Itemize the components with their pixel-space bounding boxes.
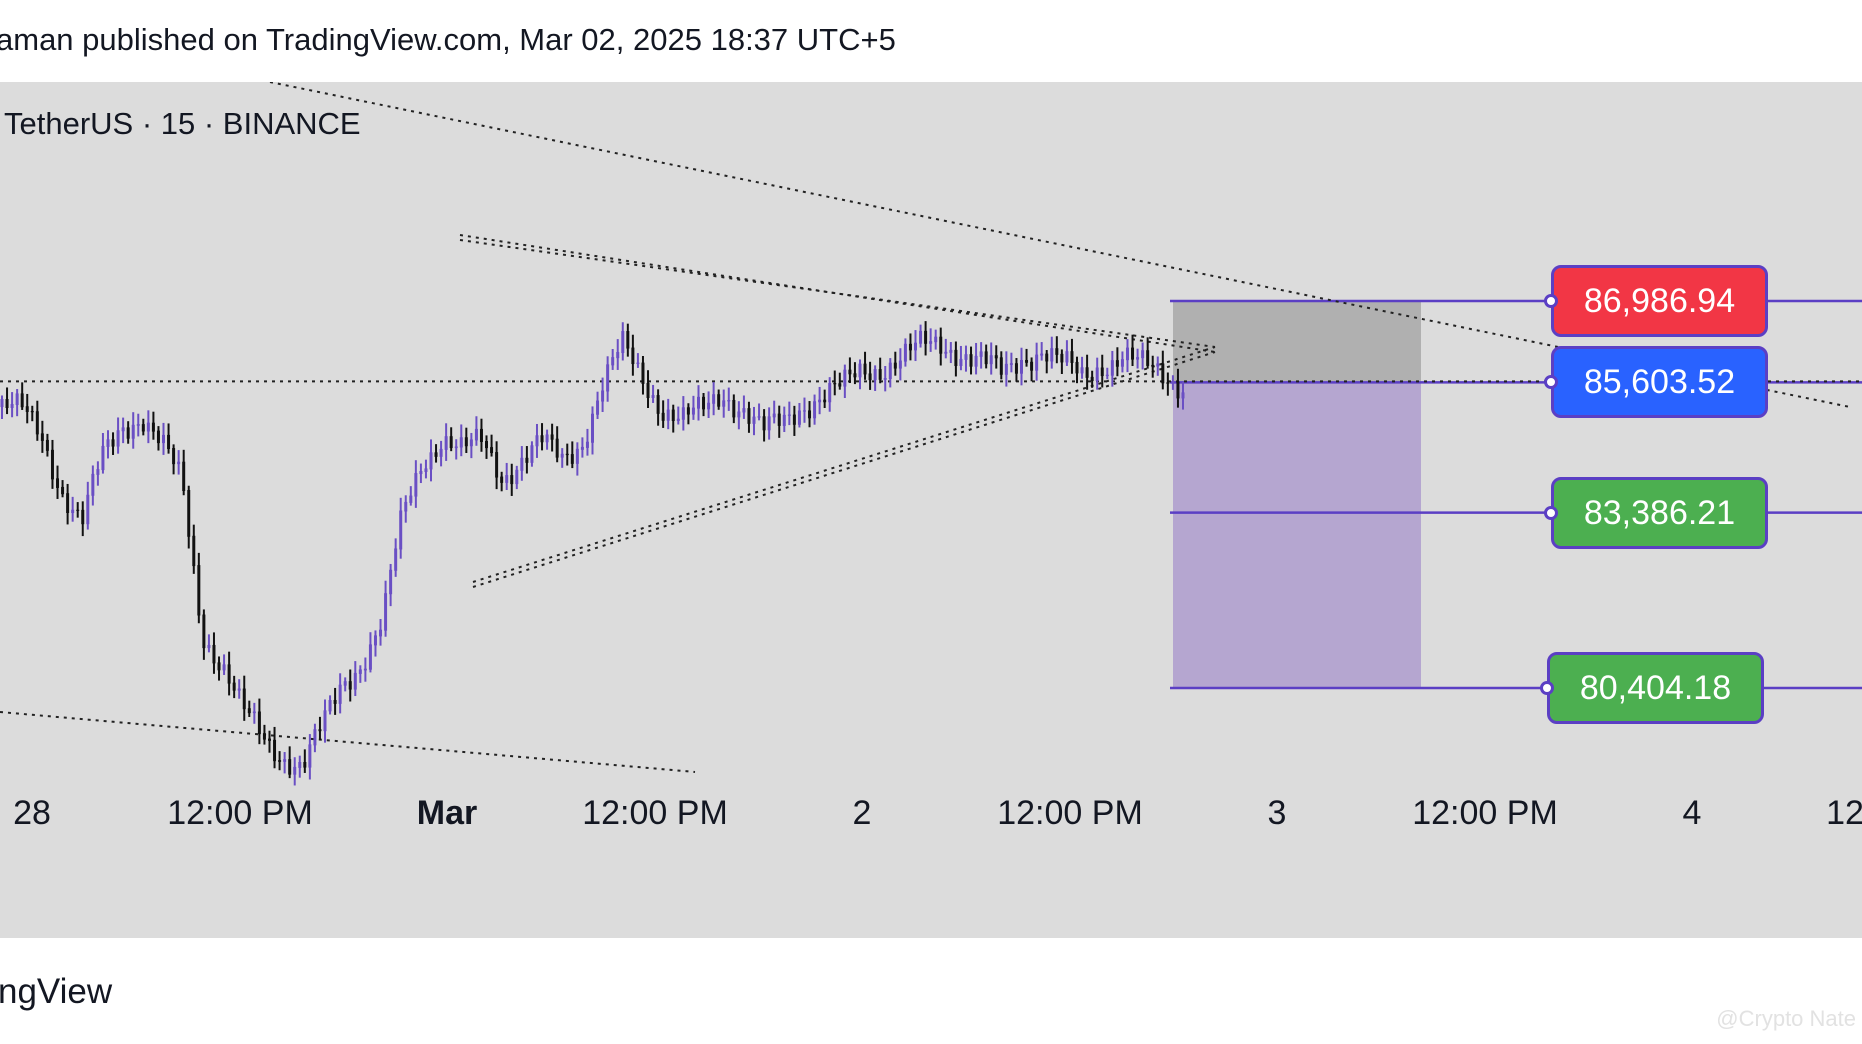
published-header: aman published on TradingView.com, Mar 0… [0,22,896,57]
price-label-text: 85,603.52 [1583,363,1736,402]
x-tick-label: 3 [1267,794,1287,832]
x-tick-label: 12:00 PM [997,794,1143,832]
trendline-lower-triangle-b [472,351,1216,588]
level-handle-icon[interactable] [1544,294,1558,308]
target-zone [1173,382,1421,688]
trendline-upper-triangle-b [459,239,1216,348]
x-tick-label: 28 [13,794,51,832]
price-label-entry[interactable]: 85,603.52 [1544,346,1768,419]
x-tick-label: 12:00 PM [167,794,313,832]
price-label-text: 80,404.18 [1579,669,1732,707]
level-handle-icon[interactable] [1544,505,1558,520]
x-tick-label: 12 [1826,794,1862,832]
x-tick-label: 12:00 PM [582,794,728,832]
price-label-text: 83,386.21 [1583,493,1736,532]
x-tick-label: 4 [1682,794,1702,832]
price-chart[interactable] [0,82,1862,938]
x-tick-label: Mar [416,794,478,832]
price-label-target1[interactable]: 83,386.21 [1544,476,1768,549]
level-handle-icon[interactable] [1540,681,1554,695]
trendline-lower-long [0,711,696,773]
symbol-label: TetherUS · 15 · BINANCE [4,106,361,141]
x-tick-label: 12:00 PM [1412,794,1558,832]
stop-zone [1173,301,1421,383]
tradingview-brand[interactable]: ngView [0,972,113,1011]
price-label-target2[interactable]: 80,404.18 [1540,652,1764,724]
watermark: @Crypto Nate [1716,1006,1856,1031]
price-label-text: 86,986.94 [1583,282,1736,320]
price-label-stop[interactable]: 86,986.94 [1544,265,1768,337]
x-tick-label: 2 [852,794,872,832]
level-handle-icon[interactable] [1544,375,1558,390]
